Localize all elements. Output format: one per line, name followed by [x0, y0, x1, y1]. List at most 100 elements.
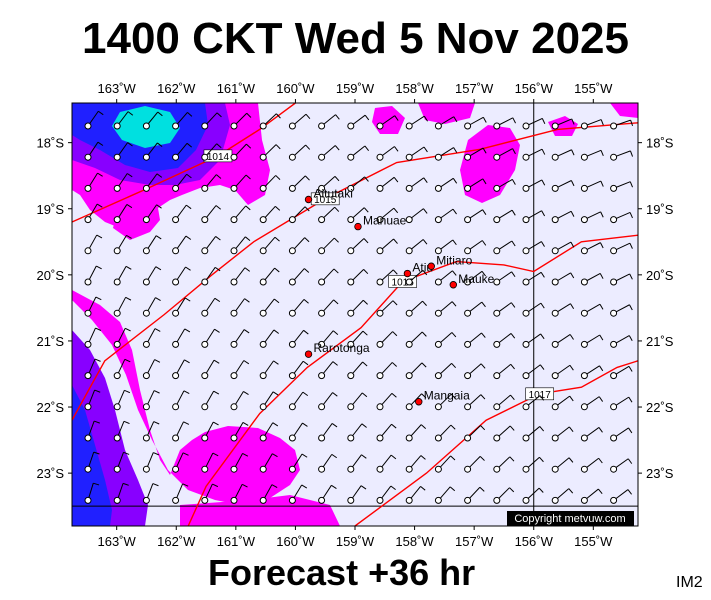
wind-barb	[405, 424, 427, 442]
wind-barb	[376, 392, 397, 411]
wind-barb	[113, 173, 133, 192]
wind-barb	[376, 176, 399, 192]
wind-barb	[610, 150, 634, 161]
wind-barb	[610, 396, 633, 411]
wind-barb	[172, 142, 192, 161]
wind-barb	[288, 391, 309, 411]
axis-ticks: 163˚W 163˚W 162˚W 162˚W 161˚W 161˚W 160˚W 160˚W…	[37, 81, 674, 549]
wind-barb	[142, 266, 162, 286]
lat-tick-label: 19˚S	[37, 202, 65, 217]
wind-barb	[610, 489, 632, 504]
wind-barb	[493, 240, 516, 255]
wind-barb	[142, 235, 162, 255]
wind-barb	[288, 144, 311, 161]
isobar-label-text: 1016	[392, 277, 415, 288]
wind-barb	[84, 389, 101, 411]
lon-tick-label: 163˚W	[98, 534, 137, 549]
wind-barb	[288, 422, 308, 442]
wind-barb	[113, 234, 132, 255]
wind-barb	[464, 332, 486, 348]
wind-barb	[259, 298, 280, 317]
wind-barb	[405, 146, 428, 161]
wind-barb	[230, 298, 250, 317]
wind-barb	[376, 485, 396, 504]
wind-barb	[405, 300, 427, 317]
wind-barb	[113, 420, 130, 442]
wind-barb	[172, 266, 191, 286]
wind-barb	[113, 111, 134, 130]
wind-barb	[318, 145, 340, 161]
wind-barb	[318, 392, 338, 411]
wind-barb	[610, 427, 633, 442]
wind-barb	[347, 269, 369, 286]
lon-tick-label: 162˚W	[157, 81, 196, 96]
lon-tick-label: 158˚W	[395, 534, 434, 549]
wind-barb	[493, 487, 515, 504]
wind-barb	[230, 360, 250, 380]
wind-barb	[318, 175, 340, 192]
island-rarotonga: Rarotonga	[304, 341, 370, 358]
wind-barb	[405, 455, 426, 473]
wind-barb	[551, 210, 575, 224]
island-label: Atiu	[412, 261, 433, 275]
wind-barb	[551, 334, 574, 348]
wind-barb	[376, 454, 397, 473]
wind-barb	[493, 333, 516, 348]
wind-barb	[522, 271, 545, 286]
wind-barb	[259, 236, 280, 255]
wind-barb	[259, 205, 281, 224]
wind-barb	[580, 427, 603, 442]
wind-barb	[113, 296, 132, 317]
wind-barb	[84, 358, 101, 380]
wind-barb	[288, 206, 310, 224]
wind-barb	[288, 360, 309, 380]
wind-barb	[318, 237, 339, 255]
wind-barb	[230, 143, 252, 161]
wind-barb	[230, 236, 251, 255]
wind-barb	[259, 144, 281, 161]
wind-barb	[172, 328, 191, 348]
wind-barb	[318, 114, 340, 130]
wind-barb	[434, 270, 457, 286]
wind-barb	[318, 423, 338, 442]
lon-tick-label: 161˚W	[217, 81, 256, 96]
lat-tick-label: 22˚S	[37, 400, 65, 415]
wind-barb	[259, 329, 280, 348]
wind-barb	[172, 235, 192, 255]
wind-barb	[113, 389, 131, 411]
wind-barb	[318, 484, 337, 504]
wind-barb	[522, 426, 545, 442]
wind-barb	[434, 239, 457, 255]
wind-barb	[493, 363, 515, 380]
wind-barb	[347, 454, 367, 473]
lon-tick-label: 159˚W	[336, 534, 375, 549]
wind-barb	[434, 362, 457, 380]
wind-barb	[259, 484, 278, 504]
wind-barb	[464, 425, 486, 442]
wind-barb	[522, 210, 546, 224]
wind-barb	[201, 328, 220, 348]
wind-barb	[201, 421, 219, 442]
isobars: 1014 1015 1016 1017	[72, 103, 638, 526]
wind-barb	[201, 236, 221, 255]
island-aitutaki: Aitutaki	[304, 186, 353, 204]
wind-barb	[142, 452, 160, 473]
wind-barb	[405, 115, 428, 130]
wind-barb	[376, 207, 399, 224]
wind-barb	[230, 112, 252, 130]
wind-barb	[288, 237, 310, 255]
wind-barb	[172, 359, 190, 380]
lat-tick-label: 23˚S	[37, 466, 65, 481]
island-label: Aitutaki	[314, 186, 353, 200]
wind-barb	[172, 390, 190, 411]
lon-tick-label: 157˚W	[455, 81, 494, 96]
lat-tick-label: 22˚S	[646, 400, 674, 415]
wind-barb	[376, 115, 399, 130]
wind-barb	[347, 423, 367, 442]
wind-barb	[113, 327, 131, 348]
wind-barb	[522, 117, 546, 130]
wind-barb	[230, 205, 251, 224]
wind-barb	[580, 457, 603, 473]
wind-barb	[551, 241, 575, 255]
